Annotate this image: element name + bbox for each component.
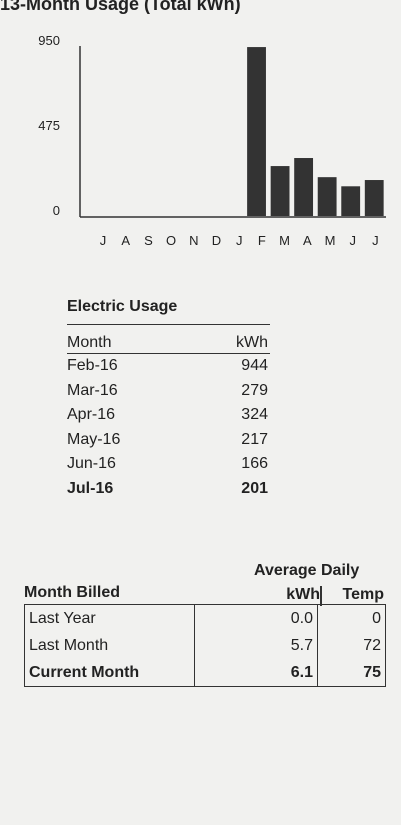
table-row: May-16 217 (67, 428, 270, 453)
row-month: Apr-16 (67, 406, 116, 423)
avg-kwh-header: kWh (286, 586, 320, 603)
row-label: Current Month (24, 659, 195, 687)
y-tick-label: 475 (38, 118, 60, 133)
table-row: Feb-16 944 (67, 354, 270, 379)
bar (341, 186, 361, 216)
x-tick-label: O (166, 233, 176, 248)
bar (270, 166, 290, 216)
bar (294, 158, 314, 216)
row-kwh: 279 (241, 381, 268, 399)
x-tick-label: D (212, 233, 221, 248)
bar (364, 180, 384, 216)
electric-usage-header: Month kWh (67, 333, 270, 354)
y-tick-label: 0 (53, 203, 60, 218)
average-daily-heading: Average Daily (254, 562, 360, 579)
x-tick-label: M (325, 233, 336, 248)
row-temp: 0 (372, 609, 381, 627)
electric-usage-title: Electric Usage (67, 298, 270, 325)
bar (247, 47, 266, 216)
average-daily-table: Last Year 0.0 0 Last Month 5.7 72 Curren… (24, 604, 386, 687)
x-tick-label: M (279, 233, 290, 248)
y-tick-label: 950 (38, 33, 60, 48)
table-row: Mar-16 279 (67, 379, 270, 404)
chart-title: 13-Month Usage (Total kWh) (0, 0, 241, 14)
x-tick-label: J (236, 233, 243, 248)
table-row-current: Current Month 6.1 75 (24, 659, 386, 687)
row-kwh: 0.0 (194, 604, 318, 632)
row-label: Last Year (24, 604, 195, 632)
row-kwh: 5.7 (194, 632, 318, 659)
table-row-current: Jul-16 201 (67, 477, 270, 502)
row-kwh: 944 (241, 357, 268, 374)
row-month: Jun-16 (67, 455, 116, 472)
x-tick-label: F (258, 233, 266, 248)
row-temp: 72 (363, 636, 381, 654)
x-tick-label: A (303, 233, 312, 248)
bar-series (247, 47, 384, 216)
row-label: Last Month (24, 632, 195, 659)
x-tick-label: J (100, 233, 107, 248)
row-month: May-16 (67, 430, 121, 448)
row-kwh: 6.1 (194, 659, 318, 687)
row-kwh: 166 (241, 455, 268, 472)
row-temp: 75 (363, 663, 381, 681)
table-row: Last Month 5.7 72 (24, 632, 386, 659)
bar (317, 177, 337, 216)
x-tick-label: N (189, 233, 198, 248)
row-month: Mar-16 (67, 381, 118, 399)
x-tick-label: A (121, 233, 130, 248)
month-column-header: Month (67, 334, 112, 351)
electric-usage-table: Electric Usage Month kWh Feb-16 944 Mar-… (67, 298, 270, 501)
row-month: Feb-16 (67, 357, 118, 374)
y-tick-labels: 950 475 0 (38, 33, 60, 218)
row-kwh: 324 (241, 406, 268, 423)
x-tick-label: J (349, 233, 356, 248)
row-kwh: 217 (241, 430, 268, 448)
table-row: Apr-16 324 (67, 403, 270, 428)
header-divider (320, 586, 322, 606)
table-row: Jun-16 166 (67, 452, 270, 477)
kwh-column-header: kWh (236, 334, 268, 351)
avg-temp-header: Temp (342, 586, 384, 603)
month-billed-header: Month Billed (24, 584, 120, 601)
row-kwh: 201 (241, 479, 268, 497)
row-month: Jul-16 (67, 479, 114, 497)
x-tick-label: S (144, 233, 153, 248)
x-tick-label: J (372, 233, 379, 248)
table-row: Last Year 0.0 0 (24, 604, 386, 632)
